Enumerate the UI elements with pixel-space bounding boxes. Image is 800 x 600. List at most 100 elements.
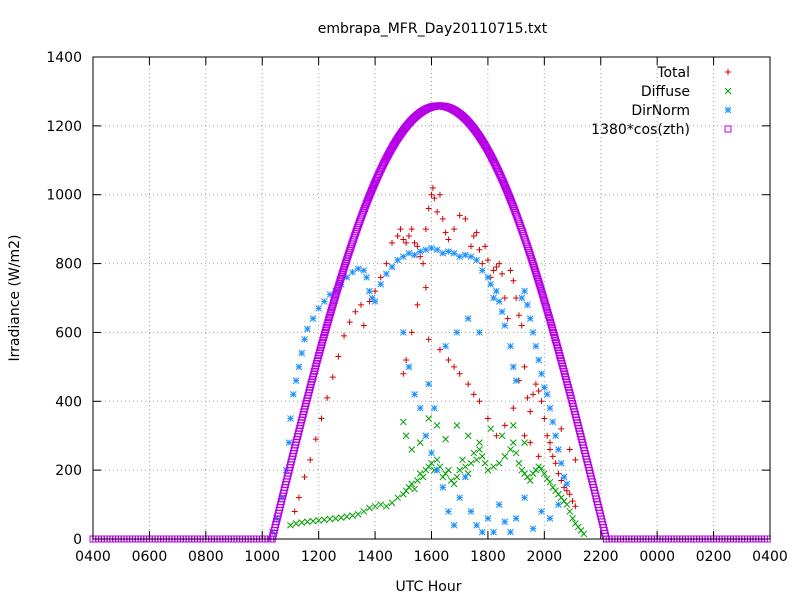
data-point — [334, 282, 342, 290]
data-point — [546, 316, 554, 324]
data-point — [490, 267, 497, 274]
data-point — [558, 425, 565, 432]
data-point — [529, 329, 537, 336]
data-point — [399, 253, 407, 261]
data-point — [431, 195, 438, 202]
data-point — [557, 459, 565, 467]
data-point — [453, 473, 461, 481]
data-point — [332, 292, 340, 300]
data-point — [422, 284, 429, 291]
data-point — [490, 463, 497, 471]
data-point — [327, 306, 335, 314]
data-point — [529, 525, 537, 533]
data-point — [416, 248, 424, 255]
data-point — [507, 267, 514, 274]
data-point — [467, 243, 474, 250]
data-point — [416, 404, 424, 412]
data-point — [501, 295, 508, 301]
data-point — [439, 484, 447, 491]
data-point — [453, 329, 461, 336]
data-point — [414, 301, 421, 308]
y-tick-label: 0 — [73, 532, 82, 548]
data-point — [555, 446, 562, 453]
data-point — [526, 251, 534, 259]
data-point — [352, 308, 359, 315]
data-point — [530, 391, 537, 398]
data-point — [545, 313, 553, 321]
data-point — [513, 295, 520, 301]
data-point — [495, 459, 503, 467]
data-point — [320, 298, 328, 305]
data-point — [408, 329, 415, 336]
data-point — [333, 287, 341, 295]
data-point — [339, 269, 347, 277]
grid-lines — [93, 57, 770, 539]
data-point — [362, 201, 370, 209]
data-point — [537, 285, 545, 293]
data-point — [467, 459, 475, 467]
data-point — [328, 304, 336, 312]
data-point — [456, 466, 464, 474]
x-tick-label: 0600 — [132, 549, 168, 565]
data-point — [337, 514, 345, 522]
data-point — [524, 301, 531, 309]
data-point — [312, 436, 319, 443]
data-point — [501, 422, 508, 429]
legend-label: Diffuse — [641, 84, 690, 100]
y-tick-label: 1000 — [46, 188, 82, 204]
data-point — [377, 274, 384, 281]
data-point — [304, 518, 311, 526]
data-point — [533, 273, 541, 281]
data-point — [535, 280, 543, 288]
data-point — [462, 215, 469, 222]
data-point — [295, 494, 302, 501]
data-point — [388, 499, 396, 507]
data-point — [546, 478, 554, 486]
data-point — [287, 415, 294, 422]
data-point — [304, 325, 311, 333]
data-point — [428, 191, 435, 198]
data-point — [540, 470, 548, 477]
data-point — [538, 370, 545, 378]
data-point — [366, 287, 373, 295]
data-point — [552, 460, 559, 467]
y-tick-label: 200 — [55, 463, 82, 479]
data-point — [476, 446, 483, 453]
data-point — [405, 363, 413, 371]
data-point — [546, 439, 553, 446]
data-point — [476, 329, 483, 336]
x-tick-label: 2200 — [583, 549, 619, 565]
data-point — [484, 415, 491, 422]
y-tick-label: 400 — [55, 394, 82, 410]
data-point — [323, 321, 331, 329]
data-point — [464, 432, 472, 440]
data-point — [343, 255, 351, 263]
data-point — [389, 239, 396, 246]
data-point — [540, 296, 548, 304]
data-point — [292, 377, 300, 384]
data-point — [464, 315, 472, 323]
data-point — [383, 260, 390, 267]
data-point — [518, 322, 525, 329]
data-point — [394, 233, 401, 240]
data-point — [397, 226, 404, 233]
data-point — [419, 473, 427, 481]
data-point — [332, 289, 340, 297]
data-point — [399, 329, 407, 336]
data-point — [572, 456, 579, 463]
data-point — [501, 453, 509, 460]
data-point — [504, 315, 511, 322]
data-point — [493, 287, 500, 295]
data-point — [538, 508, 545, 515]
data-point — [436, 191, 443, 198]
data-point — [532, 381, 539, 388]
data-point — [285, 439, 293, 446]
data-point — [546, 404, 554, 412]
data-point — [456, 494, 464, 502]
data-point — [399, 418, 407, 426]
data-point — [430, 404, 438, 412]
data-point — [465, 381, 472, 388]
data-point — [470, 391, 477, 398]
data-point — [527, 439, 534, 446]
data-point — [487, 425, 495, 433]
